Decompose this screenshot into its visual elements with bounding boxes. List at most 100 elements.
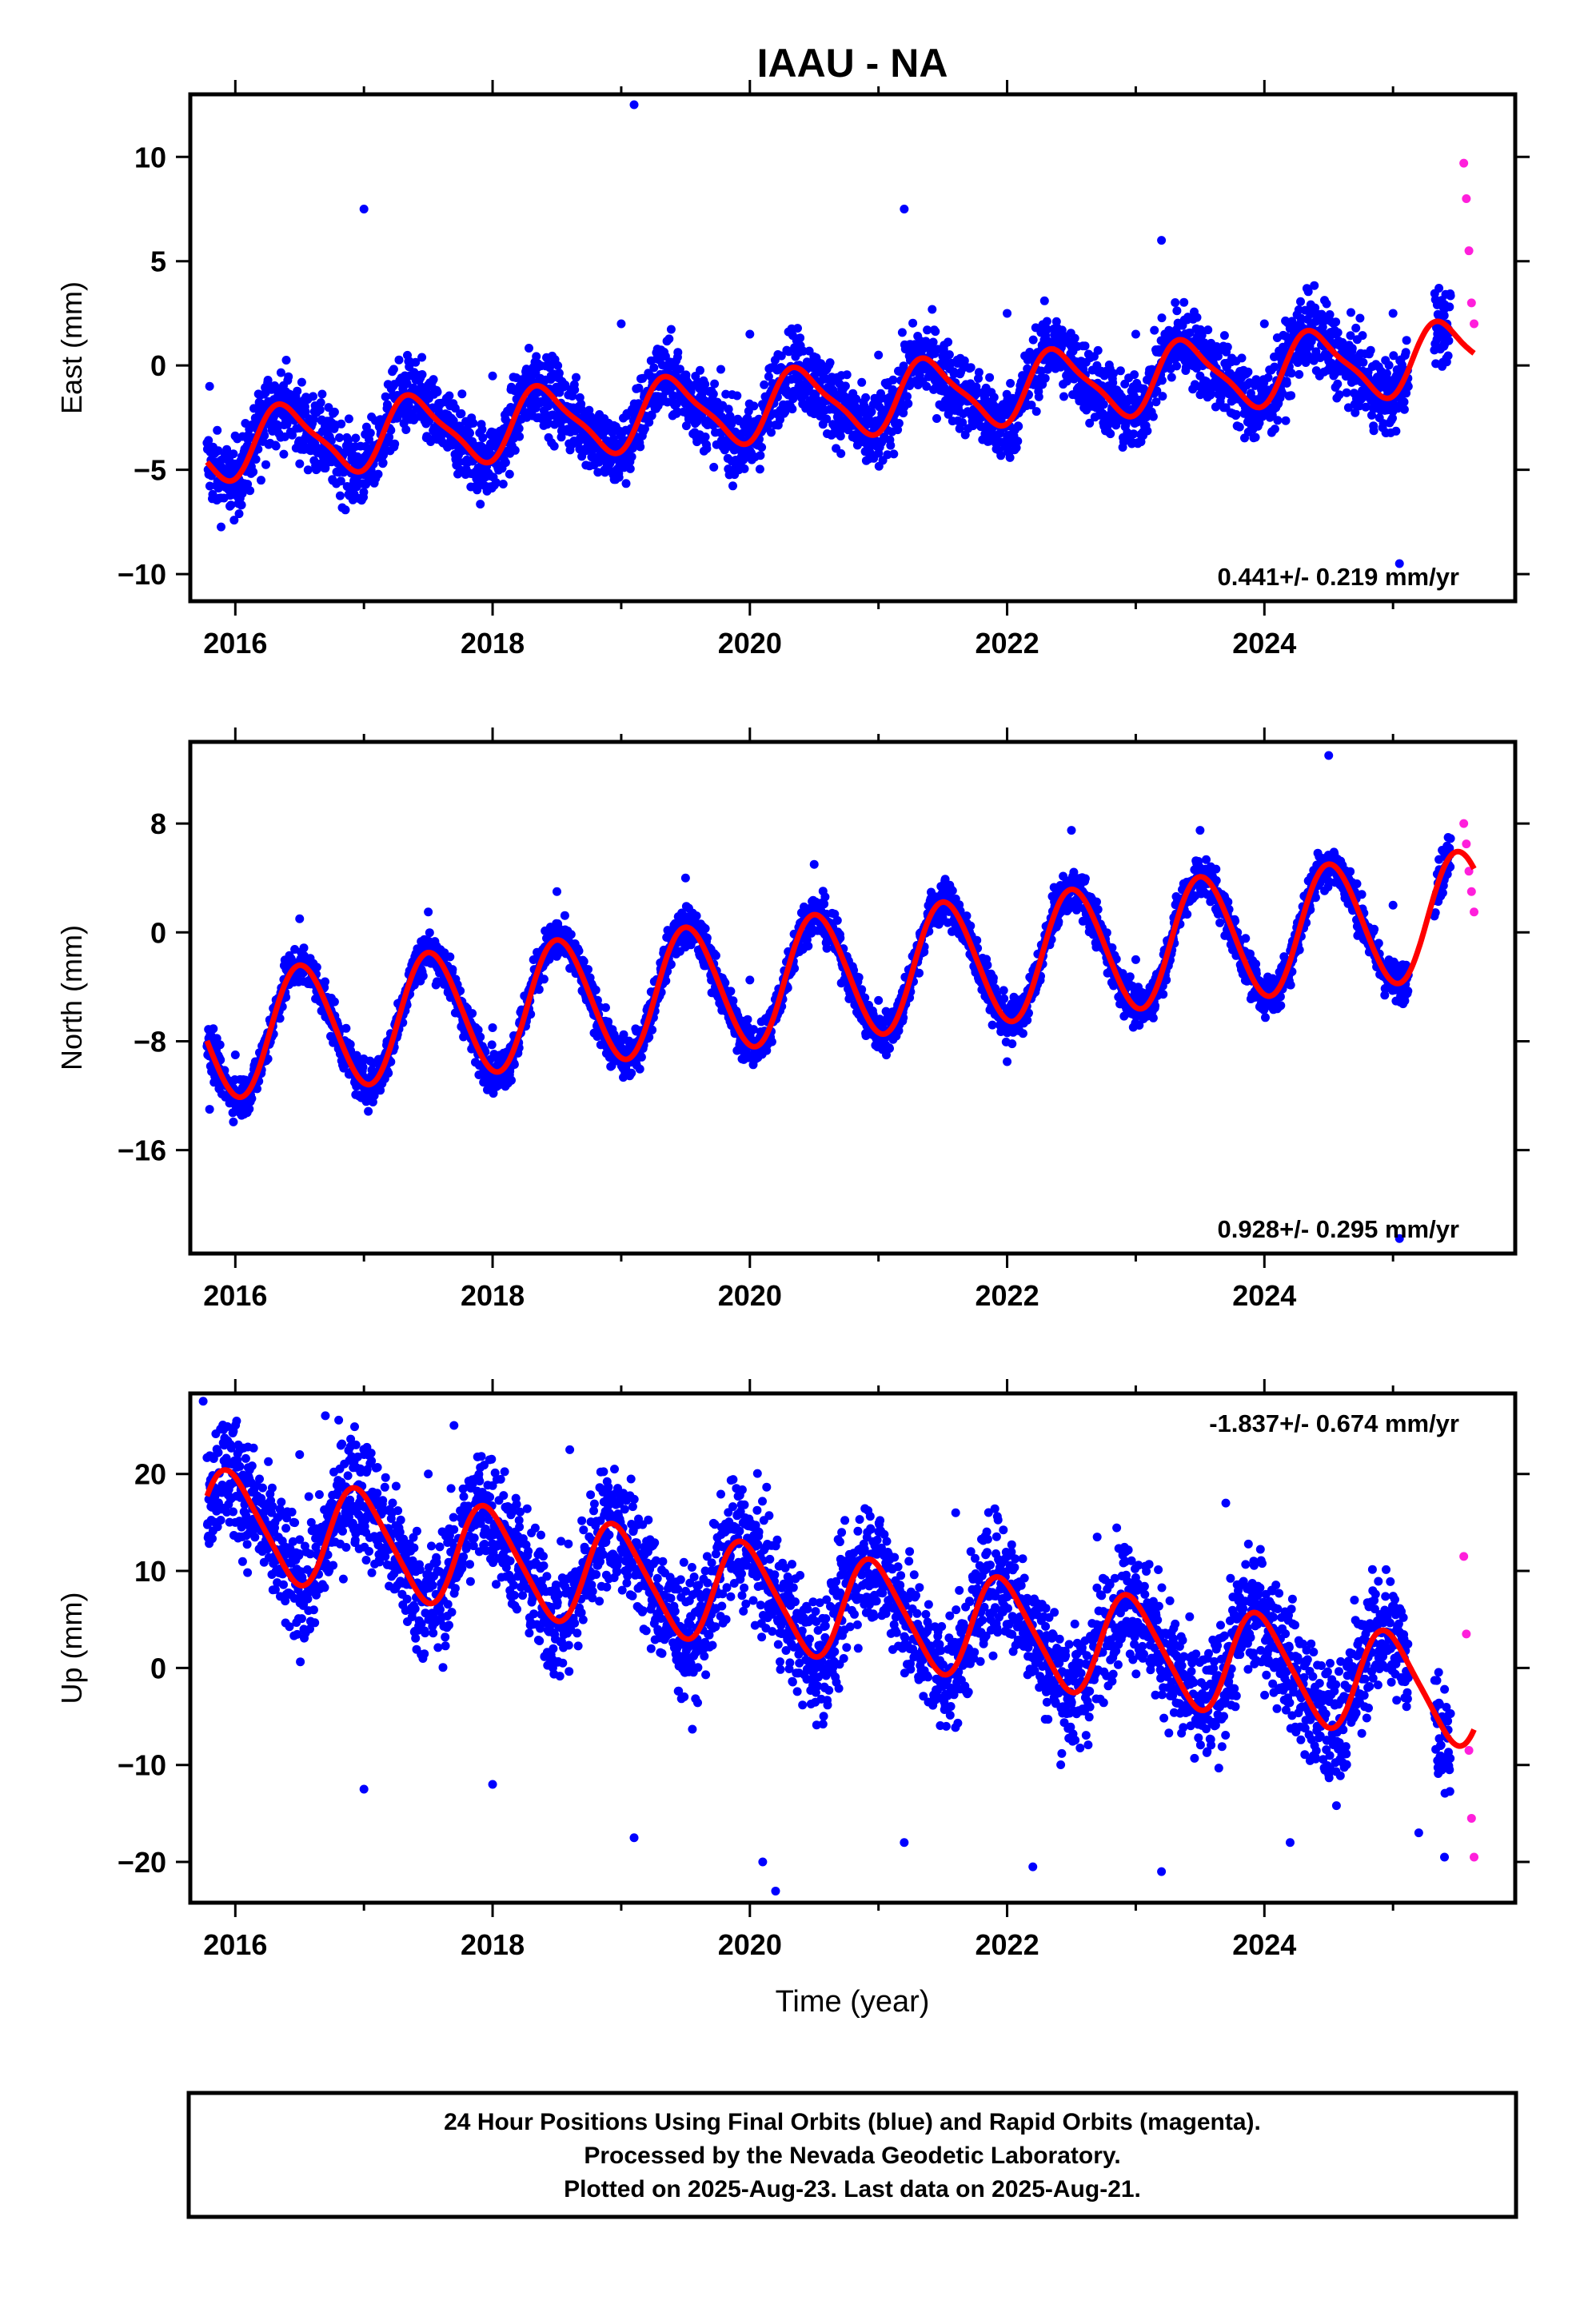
y-tick-label: 5: [150, 245, 166, 278]
final-orbit-point: [364, 1107, 373, 1116]
final-orbit-point: [247, 1094, 256, 1103]
x-tick-label: 2024: [1232, 627, 1296, 660]
final-orbit-point: [667, 325, 676, 334]
final-orbit-point: [1130, 370, 1139, 379]
final-orbit-point: [1223, 343, 1232, 352]
final-orbit-point: [709, 463, 718, 472]
final-orbit-point: [1335, 390, 1344, 399]
final-orbit-point: [1235, 423, 1244, 432]
final-orbit-point: [282, 356, 291, 365]
final-orbit-point: [279, 450, 288, 459]
final-orbit-point: [257, 476, 265, 484]
final-orbit-point: [701, 433, 710, 441]
final-orbit-point: [374, 470, 383, 479]
final-orbit-point: [469, 419, 477, 428]
final-orbit-point: [1106, 429, 1115, 438]
y-axis-title: East (mm): [55, 281, 88, 414]
final-orbit-point: [384, 1069, 393, 1078]
final-orbit-point: [1094, 346, 1103, 355]
final-orbit-point: [213, 426, 221, 435]
final-orbit-point: [1014, 422, 1023, 431]
final-orbit-point: [1446, 292, 1455, 301]
final-orbit-point: [532, 352, 541, 361]
final-orbit-point: [601, 1003, 610, 1012]
final-orbit-point: [1434, 284, 1443, 293]
final-orbit-point: [1179, 298, 1188, 307]
final-orbit-point: [337, 420, 345, 429]
final-orbit-point: [1029, 336, 1038, 345]
final-orbit-point: [553, 413, 561, 422]
final-orbit-point: [1006, 453, 1015, 462]
final-orbit-point: [1243, 368, 1252, 377]
final-orbit-point: [836, 449, 845, 458]
final-orbit-point: [1287, 391, 1295, 400]
final-orbit-point: [1400, 397, 1409, 406]
final-orbit-point: [1043, 317, 1051, 326]
final-orbit-point: [861, 393, 870, 402]
final-orbit-point: [1193, 313, 1202, 322]
final-orbit-point: [1003, 309, 1011, 317]
final-orbit-point: [249, 468, 257, 476]
final-orbit-point: [1081, 341, 1090, 350]
final-orbit-point: [702, 444, 711, 453]
final-orbit-point: [1367, 346, 1375, 355]
final-orbit-point: [1143, 427, 1151, 436]
final-orbit-point: [317, 390, 326, 399]
x-tick-label: 2020: [718, 627, 782, 660]
final-orbit-point: [1116, 366, 1125, 375]
final-orbit-point: [732, 392, 741, 401]
final-orbit-point: [237, 500, 246, 509]
final-orbit-point: [511, 446, 520, 455]
final-orbit-point: [1355, 314, 1364, 323]
final-orbit-point: [626, 464, 635, 473]
final-orbit-point: [1359, 358, 1367, 367]
final-orbit-point: [703, 934, 712, 943]
final-orbit-point: [1006, 379, 1015, 388]
final-orbit-point: [499, 480, 508, 488]
final-orbit-point: [767, 428, 776, 436]
final-orbit-point: [1271, 425, 1279, 433]
final-orbit-point: [300, 943, 309, 952]
final-orbit-point: [297, 378, 306, 387]
final-orbit-point: [796, 333, 804, 342]
y-tick-label: −5: [134, 454, 166, 487]
final-orbit-point: [841, 381, 850, 390]
final-orbit-point: [592, 986, 600, 995]
final-orbit-point: [888, 376, 897, 385]
final-orbit-point: [716, 365, 725, 374]
final-orbit-point: [1333, 380, 1342, 389]
final-orbit-point: [489, 372, 497, 381]
final-orbit-point: [1131, 330, 1140, 339]
final-orbit-point: [309, 392, 317, 401]
final-orbit-point: [507, 1076, 516, 1085]
final-orbit-point: [379, 458, 388, 467]
final-orbit-point: [284, 373, 293, 381]
final-orbit-point: [1389, 309, 1398, 317]
final-orbit-point: [336, 492, 345, 500]
final-orbit-point: [664, 334, 673, 343]
final-orbit-point: [317, 398, 325, 407]
final-orbit-point: [908, 319, 917, 328]
final-orbit-point: [1347, 308, 1355, 317]
final-orbit-point: [366, 429, 375, 437]
final-orbit-point: [330, 408, 339, 417]
final-orbit-point: [826, 358, 835, 367]
final-orbit-point: [749, 401, 758, 410]
final-orbit-point: [553, 361, 562, 370]
final-orbit-point: [1370, 426, 1379, 435]
final-orbit-point: [1323, 300, 1331, 309]
final-orbit-point: [419, 971, 428, 980]
final-orbit-point: [793, 324, 802, 333]
final-orbit-point: [457, 389, 466, 398]
final-orbit-point: [1260, 319, 1269, 328]
final-orbit-point: [360, 205, 369, 213]
final-orbit-point: [904, 399, 912, 408]
final-orbit-point: [760, 381, 768, 389]
rapid-orbit-point: [1470, 319, 1478, 328]
final-orbit-point: [1351, 324, 1360, 333]
final-orbit-point: [1310, 281, 1319, 290]
final-orbit-point: [1402, 336, 1411, 345]
final-orbit-point: [540, 975, 549, 983]
final-orbit-point: [567, 930, 576, 939]
x-tick-label: 2016: [203, 627, 267, 660]
